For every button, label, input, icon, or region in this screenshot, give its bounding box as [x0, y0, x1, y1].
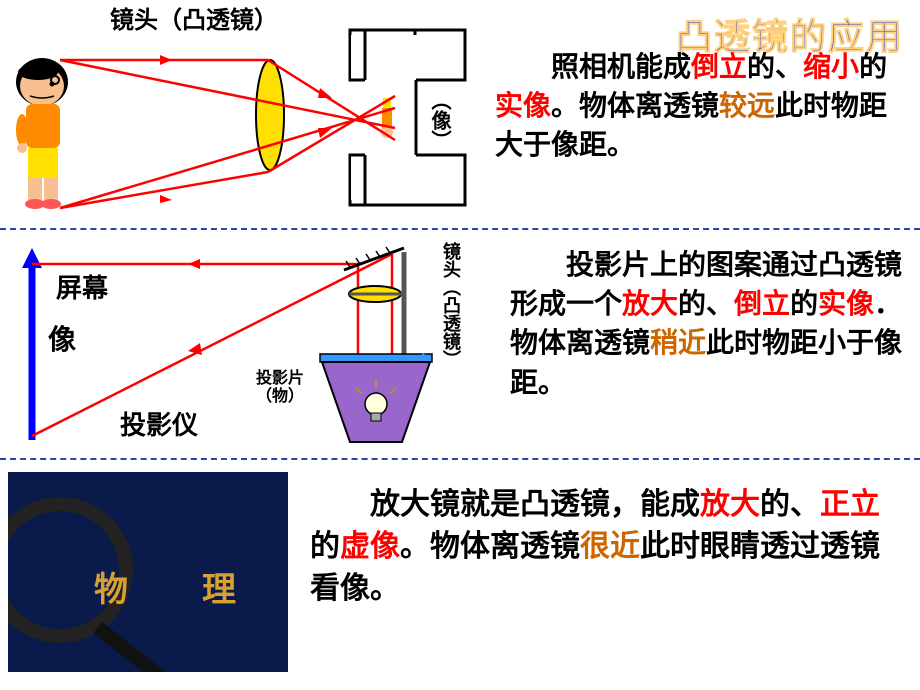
- label-projector: 投影仪: [120, 405, 198, 442]
- t: 的: [310, 530, 340, 563]
- mirror-icon: [344, 247, 404, 270]
- t: 很近: [580, 530, 640, 563]
- t: 的、: [678, 289, 734, 320]
- t: 放大: [700, 488, 760, 521]
- ray-arrows: [160, 55, 332, 203]
- t: 的: [790, 289, 818, 320]
- t: 较远: [719, 91, 775, 122]
- t: 。物体离透镜: [551, 91, 719, 122]
- text-camera: 照相机能成倒立的、缩小的实像。物体离透镜较远此时物距大于像距。: [495, 48, 905, 166]
- slide-bar: [320, 354, 432, 362]
- text-projector: 投影片上的图案通过凸透镜形成一个放大的、倒立的实像．物体离透镜稍近此时物距小于像…: [510, 246, 910, 403]
- section-camera: 镜头（凸透镜）: [0, 0, 920, 230]
- diagram-camera: [0, 0, 470, 225]
- t: 实像: [495, 91, 551, 122]
- t: 缩小: [803, 52, 859, 83]
- section-projector: 屏幕 像 投影仪 投影片（物） 镜头（凸透镜） 投影片上的图案通过凸透镜形成一个…: [0, 230, 920, 460]
- t: 放大镜就是凸透镜，能成: [310, 488, 700, 521]
- label-screen: 屏幕: [56, 268, 108, 305]
- boy-figure: [16, 58, 68, 209]
- t: 放大: [622, 289, 678, 320]
- t: 虚像: [340, 530, 400, 563]
- label-slide: 投影片（物）: [245, 370, 315, 405]
- rays: [60, 60, 395, 208]
- t: 的: [859, 52, 887, 83]
- magnifier-text: 物 理: [94, 562, 256, 611]
- t: 正立: [820, 488, 880, 521]
- text-magnifier: 放大镜就是凸透镜，能成放大的、正立的虚像。物体离透镜很近此时眼睛透过透镜看像。: [310, 484, 900, 610]
- label-image: 像: [48, 318, 76, 358]
- t: 倒立: [691, 52, 747, 83]
- bulb-icon: [365, 393, 387, 415]
- section-magnifier: 物 理 放大镜就是凸透镜，能成放大的、正立的虚像。物体离透镜很近此时眼睛透过透镜…: [0, 460, 920, 690]
- lens-icon: [256, 60, 284, 170]
- magnifier-panel: 物 理: [8, 472, 288, 672]
- t: 。物体离透镜: [400, 530, 580, 563]
- t: 的、: [747, 52, 803, 83]
- t: 倒立: [734, 289, 790, 320]
- label-side-lens: 镜头（凸透镜）: [438, 242, 464, 368]
- t: 实像: [818, 289, 874, 320]
- t: 的、: [760, 488, 820, 521]
- t: 照相机能成: [495, 52, 691, 83]
- label-image-vertical: （像）: [425, 90, 454, 150]
- t: 稍近: [650, 328, 706, 359]
